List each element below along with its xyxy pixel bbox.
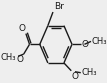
Text: O: O: [72, 72, 79, 81]
Text: O: O: [18, 24, 25, 33]
Text: CH₃: CH₃: [92, 37, 107, 46]
Text: O: O: [81, 40, 88, 49]
Text: Br: Br: [54, 2, 64, 11]
Text: CH₃: CH₃: [0, 53, 16, 62]
Text: O: O: [16, 55, 23, 64]
Text: CH₃: CH₃: [82, 68, 97, 77]
